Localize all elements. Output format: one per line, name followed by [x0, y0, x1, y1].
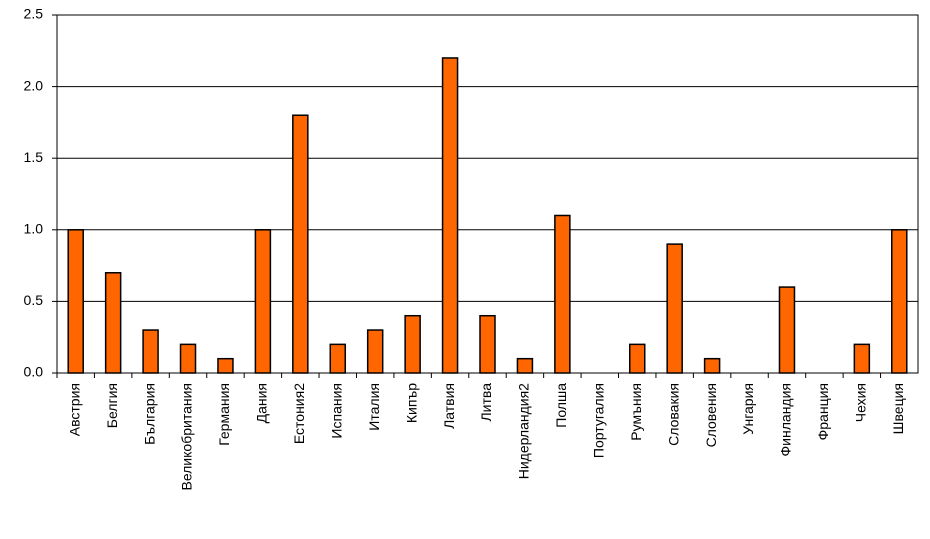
x-tick-label: Словения [703, 383, 719, 447]
x-tick-label: Франция [815, 383, 831, 440]
bar [104, 272, 122, 374]
x-tick-label: Италия [366, 383, 382, 431]
bar [292, 114, 309, 374]
bar [254, 229, 272, 374]
y-tick-label: 2.5 [24, 6, 44, 22]
x-tick-label: Португалия [591, 383, 607, 458]
bar [703, 357, 721, 374]
x-tick-label: Латвия [441, 383, 457, 429]
y-tick-label: 0.5 [24, 292, 44, 308]
x-tick-label: Чехия [853, 383, 869, 422]
x-tick-label: Германия [216, 383, 232, 446]
bar [329, 343, 347, 374]
y-tick-label: 0.0 [24, 364, 44, 380]
x-tick-label: Словакия [665, 383, 681, 446]
bar [179, 343, 197, 374]
x-tick-label: Испания [328, 383, 344, 439]
x-tick-label: Дания [254, 383, 270, 423]
bar [479, 314, 496, 374]
y-tick-label: 1.5 [24, 149, 44, 165]
bar [853, 343, 871, 374]
bar [67, 229, 84, 374]
bar [404, 314, 421, 374]
x-tick-label: Румъния [628, 383, 644, 441]
bar [778, 286, 796, 374]
x-tick-label: Литва [478, 383, 494, 422]
bar [217, 357, 234, 374]
x-tick-label: България [141, 383, 157, 445]
bar [628, 343, 646, 374]
y-tick-label: 1.0 [24, 221, 44, 237]
x-tick-label: Белгия [104, 383, 120, 428]
bar [142, 329, 159, 374]
x-tick-label: Кипър [403, 383, 419, 423]
x-tick-label: Нидерландия2 [516, 383, 532, 479]
x-tick-label: Австрия [66, 383, 82, 436]
x-tick-label: Естония2 [291, 383, 307, 444]
bar [366, 329, 384, 374]
y-tick-label: 2.0 [24, 77, 44, 93]
bar [891, 229, 908, 374]
bar [516, 357, 534, 374]
x-tick-label: Финландия [778, 383, 794, 456]
x-tick-label: Унгария [740, 383, 756, 435]
bar [441, 57, 459, 374]
x-tick-label: Великобритания [179, 383, 195, 491]
bar [666, 243, 683, 374]
x-tick-label: Швеция [890, 383, 906, 434]
x-tick-label: Полша [553, 383, 569, 428]
bar [554, 214, 571, 374]
